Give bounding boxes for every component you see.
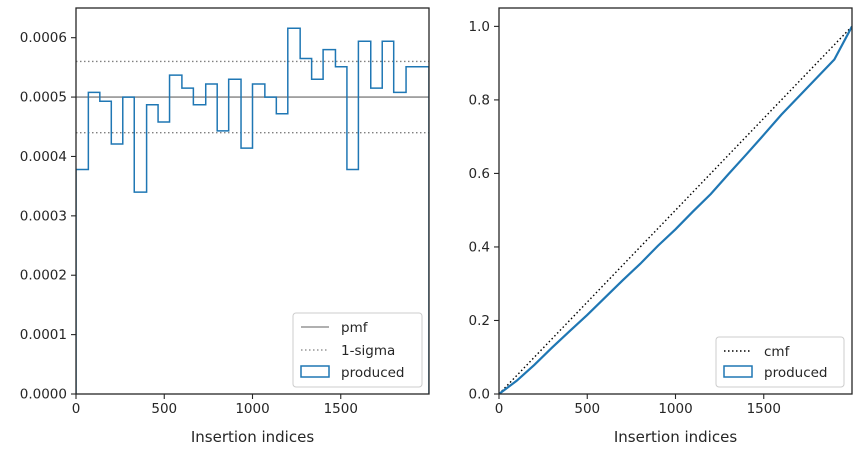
y-tick-label: 0.0006	[20, 30, 67, 46]
x-axis-label: Insertion indices	[191, 428, 314, 446]
x-tick-label: 1500	[747, 401, 781, 417]
axes-frame	[498, 7, 853, 395]
x-tick-label: 0	[72, 401, 81, 417]
y-tick-label: 1.0	[469, 19, 490, 35]
y-tick-label: 0.0000	[20, 387, 67, 403]
series-line-produced	[499, 25, 852, 394]
x-tick-label: 1000	[658, 401, 692, 417]
legend-label: produced	[764, 365, 828, 381]
y-tick-label: 0.0005	[20, 90, 67, 106]
legend-produced-swatch	[300, 365, 330, 378]
legend: pmf 1-sigma produced	[292, 312, 423, 388]
plot-area	[76, 27, 429, 394]
x-tick-label: 500	[574, 401, 600, 417]
chart-panel-1: 0 500 1000 1500 0.0000 0.0001 0.0002 0.0003 0.00…	[20, 7, 430, 446]
series-line-cmf	[499, 25, 852, 394]
legend-produced-swatch	[723, 365, 753, 378]
legend-label: pmf	[341, 320, 369, 336]
y-tick-label: 0.4	[469, 239, 490, 255]
x-axis-label: Insertion indices	[614, 428, 737, 446]
histogram-produced	[76, 27, 429, 394]
legend-label: produced	[341, 365, 405, 381]
x-tick-label: 0	[495, 401, 504, 417]
legend: cmf produced	[715, 336, 845, 388]
legend-box	[715, 336, 845, 388]
x-tick-label: 500	[151, 401, 177, 417]
y-tick-label: 0.2	[469, 313, 490, 329]
y-tick-label: 0.0003	[20, 208, 67, 224]
y-tick-label: 0.0001	[20, 327, 67, 343]
x-tick-label: 1000	[235, 401, 269, 417]
legend-box	[292, 312, 423, 388]
y-tick-label: 0.8	[469, 92, 490, 108]
y-tick-label: 0.0004	[20, 149, 67, 165]
x-tick-label: 1500	[324, 401, 358, 417]
legend-label: 1-sigma	[341, 343, 395, 359]
chart-panel-2: 0 500 1000 1500 0.0 0.2 0.4 0.6 0.8 1.0 Insertion …	[469, 7, 853, 446]
y-tick-label: 0.6	[469, 166, 490, 182]
legend-label: cmf	[764, 344, 791, 360]
y-tick-label: 0.0002	[20, 268, 67, 284]
plot-area	[499, 25, 852, 394]
y-tick-label: 0.0	[469, 387, 490, 403]
